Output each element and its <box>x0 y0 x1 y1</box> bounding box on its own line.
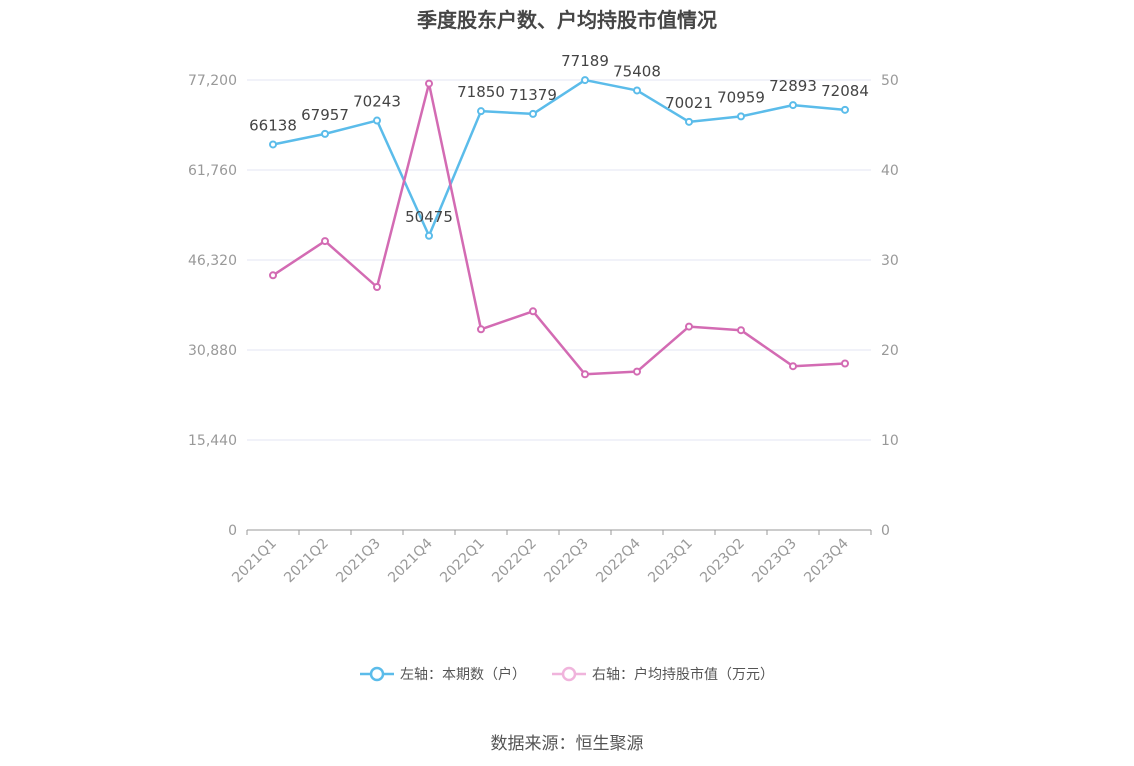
x-tick-label: 2021Q2 <box>281 536 332 587</box>
left-tick-label: 46,320 <box>188 253 237 269</box>
data-point-right <box>581 370 589 379</box>
x-tick-label: 2021Q3 <box>333 536 384 587</box>
x-tick-label: 2022Q3 <box>541 536 592 587</box>
axis-layer: 0 0 15,440 10 30,880 20 46,320 30 61,760 40 77,200… <box>188 73 899 586</box>
left-tick-label: 15,440 <box>188 433 237 449</box>
right-tick-label: 30 <box>881 253 899 269</box>
x-tick-label: 2023Q3 <box>749 536 800 587</box>
x-tick-label: 2023Q1 <box>645 536 696 587</box>
x-tick-label: 2023Q4 <box>801 535 852 586</box>
data-point-left <box>685 117 693 126</box>
legend-label-right: 右轴：户均持股市值（万元） <box>592 667 774 683</box>
data-label: 72893 <box>769 77 817 95</box>
data-point-right <box>789 362 797 371</box>
data-point-left <box>841 105 849 114</box>
data-point-left <box>737 112 745 121</box>
data-point-left <box>581 76 589 85</box>
data-point-right <box>373 283 381 291</box>
data-point-right <box>321 237 329 246</box>
data-point-right <box>529 307 537 316</box>
right-tick-label: 10 <box>881 433 899 449</box>
legend-item-left[interactable]: 左轴：本期数（户） <box>360 664 526 684</box>
data-point-right <box>269 271 277 280</box>
right-tick-label: 50 <box>881 73 899 89</box>
x-tick-label: 2022Q4 <box>593 535 644 586</box>
chart-title: 季度股东户数、户均持股市值情况 <box>417 8 717 32</box>
right-tick-label: 20 <box>881 343 899 359</box>
data-point-left <box>269 140 277 149</box>
series-layer <box>269 76 849 379</box>
x-tick-label: 2021Q4 <box>385 535 436 586</box>
data-source: 数据来源：恒生聚源 <box>490 734 644 754</box>
data-point-right <box>841 359 849 368</box>
data-point-left <box>529 109 537 118</box>
data-label: 70959 <box>717 88 765 106</box>
data-label: 67957 <box>301 106 349 124</box>
right-tick-label: 40 <box>881 163 899 179</box>
series-line-right <box>272 82 846 376</box>
data-label: 50475 <box>405 208 453 226</box>
data-point-right <box>425 79 433 88</box>
data-point-right <box>685 322 693 331</box>
data-point-left <box>373 116 381 125</box>
legend-swatch-left-icon <box>360 666 394 682</box>
data-label: 72084 <box>821 82 869 100</box>
legend: 左轴：本期数（户） 右轴：户均持股市值（万元） <box>0 664 1134 684</box>
legend-label-left: 左轴：本期数（户） <box>400 667 526 683</box>
legend-item-right[interactable]: 右轴：户均持股市值（万元） <box>552 664 774 684</box>
data-label: 71379 <box>509 86 557 104</box>
grid-layer <box>247 79 871 441</box>
data-point-left <box>633 86 641 95</box>
left-tick-label: 61,760 <box>188 163 237 179</box>
x-tick-label: 2021Q1 <box>229 536 280 587</box>
data-label: 66138 <box>249 116 297 134</box>
data-label: 70021 <box>665 94 713 112</box>
data-point-right <box>633 367 641 376</box>
left-tick-label: 0 <box>228 523 237 539</box>
left-tick-label: 77,200 <box>188 73 237 89</box>
data-label: 70243 <box>353 93 401 111</box>
x-tick-label: 2022Q2 <box>489 536 540 587</box>
data-point-right <box>737 326 745 335</box>
data-point-left <box>477 107 485 116</box>
right-tick-label: 0 <box>881 523 890 539</box>
data-label: 75408 <box>613 62 661 80</box>
left-tick-label: 30,880 <box>188 343 237 359</box>
data-label: 71850 <box>457 83 505 101</box>
x-tick-label: 2022Q1 <box>437 536 488 587</box>
data-label: 77189 <box>561 52 609 70</box>
data-point-right <box>477 325 485 334</box>
x-tick-label: 2023Q2 <box>697 536 748 587</box>
legend-swatch-right-icon <box>552 666 586 682</box>
data-point-left <box>425 231 433 240</box>
data-point-left <box>321 129 329 138</box>
series-line-left <box>272 78 846 238</box>
data-point-left <box>789 101 797 110</box>
